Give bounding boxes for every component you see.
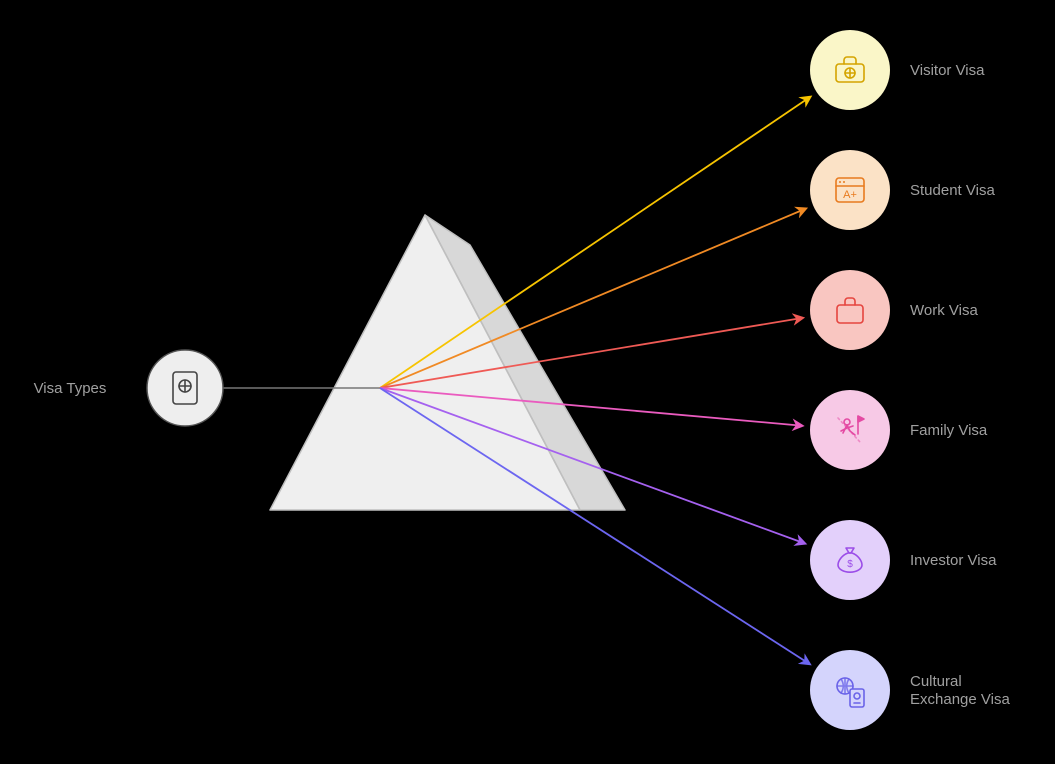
svg-text:$: $ xyxy=(847,559,853,570)
source-node: Visa Types xyxy=(34,350,223,426)
source-label: Visa Types xyxy=(34,380,107,397)
label-family: Family Visa xyxy=(910,422,988,439)
node-student: A+ Student Visa xyxy=(810,150,995,230)
node-work: Work Visa xyxy=(810,270,978,350)
svg-text:A+: A+ xyxy=(843,189,857,201)
node-investor: $ Investor Visa xyxy=(810,520,997,600)
node-family: Family Visa xyxy=(810,390,988,470)
node-cultural: CulturalExchange Visa xyxy=(810,650,1010,730)
label-cultural-1: Exchange Visa xyxy=(910,691,1010,708)
label-student: Student Visa xyxy=(910,182,995,199)
node-visitor: Visitor Visa xyxy=(810,30,985,110)
label-investor: Investor Visa xyxy=(910,552,997,569)
label-cultural-0: Cultural xyxy=(910,673,962,690)
ray-cultural xyxy=(380,388,810,664)
label-work: Work Visa xyxy=(910,302,978,319)
label-visitor: Visitor Visa xyxy=(910,62,985,79)
